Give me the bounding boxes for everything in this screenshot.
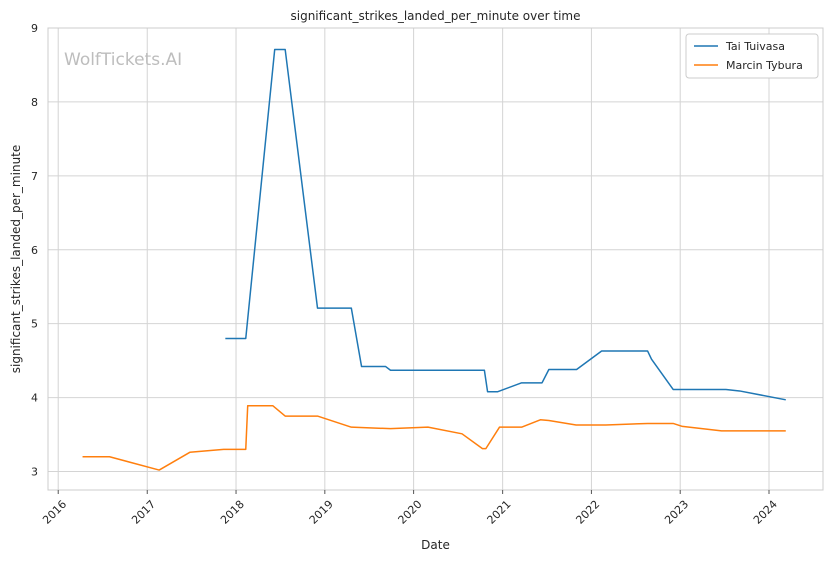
legend-label: Marcin Tybura bbox=[726, 59, 803, 72]
legend-box bbox=[685, 33, 819, 79]
y-tick-label: 6 bbox=[31, 244, 38, 257]
legend: Tai Tuivasa Marcin Tybura bbox=[685, 33, 819, 79]
y-tick-label: 9 bbox=[31, 22, 38, 35]
x-tick-label: 2018 bbox=[218, 498, 247, 527]
y-tick-label: 3 bbox=[31, 466, 38, 479]
x-tick-label: 2023 bbox=[662, 498, 691, 527]
x-tick-label: 2021 bbox=[485, 498, 514, 527]
x-tick-label: 2022 bbox=[573, 498, 602, 527]
y-tick-label: 8 bbox=[31, 96, 38, 109]
grid-lines bbox=[48, 27, 823, 490]
x-tick-labels: 2016 2017 2018 2019 2020 2021 2022 2023 2024 bbox=[40, 490, 780, 527]
x-tick-label: 2017 bbox=[129, 498, 158, 527]
y-tick-label: 4 bbox=[31, 392, 38, 405]
x-tick-label: 2016 bbox=[40, 498, 69, 527]
x-tick-label: 2024 bbox=[751, 498, 780, 527]
series-line-tai-tuivasa bbox=[225, 48, 786, 401]
series-lines bbox=[82, 48, 786, 471]
chart-title: significant_strikes_landed_per_minute ov… bbox=[290, 9, 580, 23]
x-axis-title: Date bbox=[421, 538, 450, 552]
x-tick-label: 2019 bbox=[307, 498, 336, 527]
plot-background bbox=[48, 28, 823, 490]
y-tick-label: 5 bbox=[31, 318, 38, 331]
legend-label: Tai Tuivasa bbox=[725, 40, 785, 53]
y-tick-labels: 3 4 5 6 7 8 9 bbox=[31, 22, 38, 479]
watermark: WolfTickets.AI bbox=[64, 50, 182, 70]
x-tick-label: 2020 bbox=[396, 498, 425, 527]
plot-frame bbox=[47, 27, 824, 491]
series-line-marcin-tybura bbox=[82, 404, 786, 471]
y-tick-label: 7 bbox=[31, 170, 38, 183]
y-axis-title: significant_strikes_landed_per_minute bbox=[9, 145, 23, 374]
